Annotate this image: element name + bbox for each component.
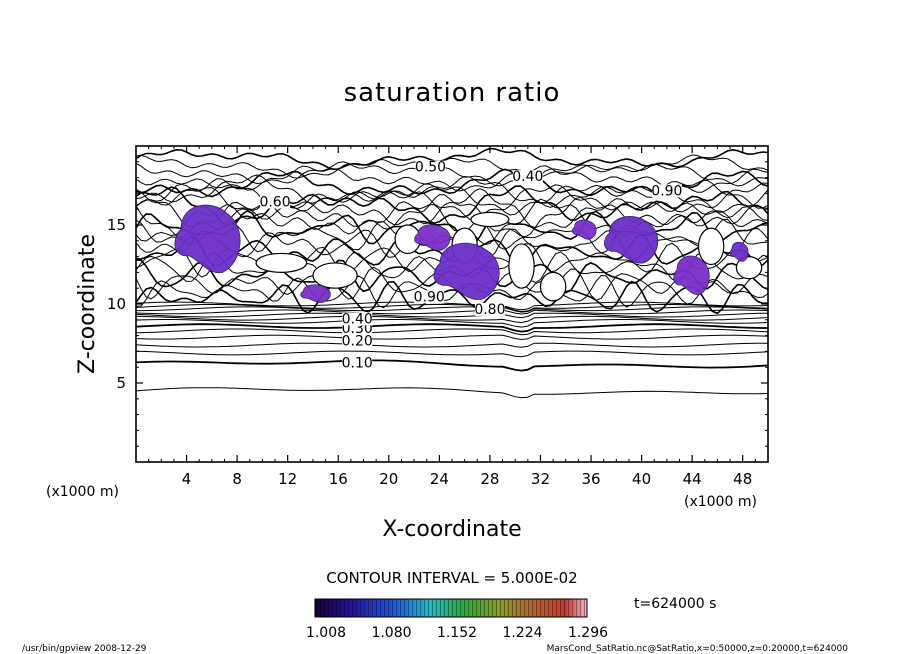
- contour-line: [136, 312, 768, 319]
- contour-label: 0.40: [512, 169, 543, 185]
- footer-left: /usr/bin/gpview 2008-12-29: [22, 644, 147, 654]
- x-tick-label: 44: [683, 470, 702, 488]
- supersaturation-region: [300, 284, 331, 303]
- contour-label-bg: [342, 356, 373, 370]
- y-axis-ticks: 5 10 15: [107, 161, 768, 447]
- plot-area: 0.500.400.600.900.100.200.300.400.900.80: [136, 147, 768, 399]
- contour-label-bg: [415, 160, 446, 174]
- supersaturation-region: [572, 219, 597, 240]
- contour-line: [136, 154, 768, 179]
- x-tick-label: 24: [430, 470, 449, 488]
- x-tick-label: 28: [480, 470, 499, 488]
- contour-line: [136, 161, 768, 187]
- contour-line: [136, 359, 768, 372]
- contour-interval-label: CONTOUR INTERVAL = 5.000E-02: [326, 569, 577, 587]
- contour-line: [136, 304, 768, 313]
- contour-label: 0.90: [414, 289, 445, 305]
- x-axis-ticks: 4 8 12 16 20 24 28 32 36 40 44 48: [148, 146, 756, 488]
- contour-line: [136, 319, 768, 328]
- supersaturation-region: [729, 241, 749, 262]
- supersaturation-region: [174, 204, 241, 273]
- contour-line: [136, 342, 768, 348]
- contour-line: [136, 227, 768, 260]
- clear-region: [312, 262, 358, 289]
- contour-line: [136, 301, 768, 311]
- contour-label-bg: [414, 290, 445, 304]
- x-tick-label: 8: [232, 470, 242, 488]
- contour-line: [136, 387, 768, 399]
- supersaturation-region: [673, 255, 710, 295]
- contour-line: [136, 209, 768, 246]
- contour-line: [136, 194, 768, 239]
- x-tick-label: 12: [278, 470, 297, 488]
- contour-line: [136, 328, 768, 336]
- x-tick-label: 40: [632, 470, 651, 488]
- y-tick-label: 15: [107, 216, 126, 234]
- footer-right: MarsCond_SatRatio.nc@SatRatio,x=0:50000,…: [547, 644, 849, 654]
- colorbar-tick-label: 1.224: [502, 625, 542, 641]
- contour-label-bg: [651, 184, 682, 198]
- contour-line: [136, 218, 768, 254]
- contour-line: [136, 188, 768, 230]
- contour-line: [136, 185, 768, 226]
- colorbar-tick-labels: 1.008 1.080 1.152 1.224 1.296: [306, 625, 608, 641]
- clear-region: [508, 243, 535, 289]
- contour-label-bg: [260, 195, 291, 209]
- contour-label: 0.90: [651, 183, 682, 199]
- colorbar-tick-label: 1.008: [306, 625, 346, 641]
- contour-label-bg: [474, 302, 505, 316]
- x-tick-label: 4: [182, 470, 192, 488]
- colorbar-frame: [314, 598, 588, 618]
- contour-label: 0.20: [342, 334, 373, 350]
- contour-label: 0.80: [474, 302, 505, 318]
- colorbar-stripes: [315, 599, 587, 617]
- contour-label: 0.50: [415, 160, 446, 176]
- x-axis-unit-left: (x1000 m): [46, 484, 119, 500]
- contour-line: [136, 280, 768, 315]
- contour-line: [136, 334, 768, 341]
- clear-region: [539, 271, 567, 302]
- contour-label-bg: [342, 312, 373, 326]
- contour-line: [136, 350, 768, 358]
- y-tick-label: 10: [107, 295, 126, 313]
- supersaturation-region: [433, 242, 500, 300]
- contour-line: [136, 274, 768, 309]
- y-axis-label: Z-coordinate: [75, 234, 100, 374]
- colorbar: [314, 598, 588, 618]
- clear-region: [697, 227, 725, 266]
- contour-line: [136, 309, 768, 315]
- clear-region: [735, 256, 763, 280]
- clear-region: [470, 211, 510, 228]
- contour-label-bg: [512, 170, 543, 184]
- colorbar-tick-label: 1.152: [437, 625, 477, 641]
- clear-region: [255, 252, 308, 274]
- contour-line: [136, 315, 768, 324]
- supersaturation-region: [414, 224, 451, 251]
- x-tick-label: 36: [581, 470, 600, 488]
- colorbar-tick-label: 1.080: [371, 625, 411, 641]
- contour-label: 0.10: [342, 356, 373, 372]
- x-tick-label: 20: [379, 470, 398, 488]
- chart-title: saturation ratio: [344, 78, 561, 108]
- x-tick-label: 48: [733, 470, 752, 488]
- contour-label: 0.40: [342, 311, 373, 327]
- x-tick-label: 32: [531, 470, 550, 488]
- supersaturation-region: [603, 216, 659, 264]
- colorbar-tick-label: 1.296: [568, 625, 608, 641]
- x-axis-label: X-coordinate: [382, 517, 521, 542]
- contour-line: [136, 323, 768, 333]
- x-axis-unit-right: (x1000 m): [684, 494, 757, 510]
- x-tick-label: 16: [329, 470, 348, 488]
- contour-label-bg: [342, 334, 373, 348]
- time-label: t=624000 s: [634, 596, 716, 612]
- y-tick-label: 5: [116, 374, 126, 392]
- contour-label: 0.60: [259, 194, 290, 210]
